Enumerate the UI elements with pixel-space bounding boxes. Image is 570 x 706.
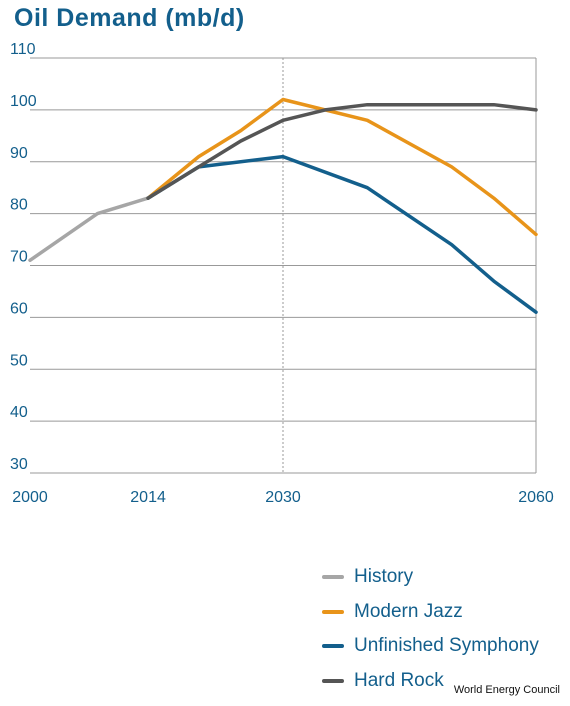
y-tick-label-80: 80 — [10, 197, 28, 214]
series-line-unfinished-symphony — [146, 154, 538, 314]
legend-item-hard-rock: Hard Rock — [322, 664, 539, 699]
chart-title: Oil Demand (mb/d) — [14, 4, 245, 32]
source-credit: World Energy Council — [453, 684, 560, 696]
x-tick-label-2060: 2060 — [518, 489, 554, 506]
legend-item-modern-jazz: Modern Jazz — [322, 595, 539, 630]
legend-label-unfinished-symphony: Unfinished Symphony — [354, 635, 539, 657]
series-line-history — [28, 196, 150, 263]
legend-swatch-modern-jazz — [322, 609, 344, 614]
y-tick-label-60: 60 — [10, 300, 28, 317]
y-tick-label-110: 110 — [10, 41, 36, 58]
x-tick-label-2014: 2014 — [130, 489, 166, 506]
legend-swatch-unfinished-symphony — [322, 644, 344, 649]
y-tick-label-100: 100 — [10, 93, 37, 110]
y-tick-label-30: 30 — [10, 456, 28, 473]
y-tick-label-50: 50 — [10, 352, 28, 369]
series-line-hard-rock — [146, 102, 538, 200]
legend: History Modern Jazz Unfinished Symphony … — [322, 560, 539, 698]
y-tick-label-40: 40 — [10, 404, 28, 421]
legend-item-unfinished-symphony: Unfinished Symphony — [322, 629, 539, 664]
legend-swatch-history — [322, 575, 344, 580]
y-tick-label-90: 90 — [10, 145, 28, 162]
x-tick-label-2000: 2000 — [12, 489, 48, 506]
legend-label-history: History — [354, 566, 414, 588]
legend-item-history: History — [322, 560, 539, 595]
legend-swatch-hard-rock — [322, 678, 344, 683]
y-tick-label-70: 70 — [10, 249, 28, 266]
x-tick-label-2030: 2030 — [265, 489, 301, 506]
legend-label-hard-rock: Hard Rock — [354, 669, 444, 691]
legend-label-modern-jazz: Modern Jazz — [354, 600, 463, 622]
